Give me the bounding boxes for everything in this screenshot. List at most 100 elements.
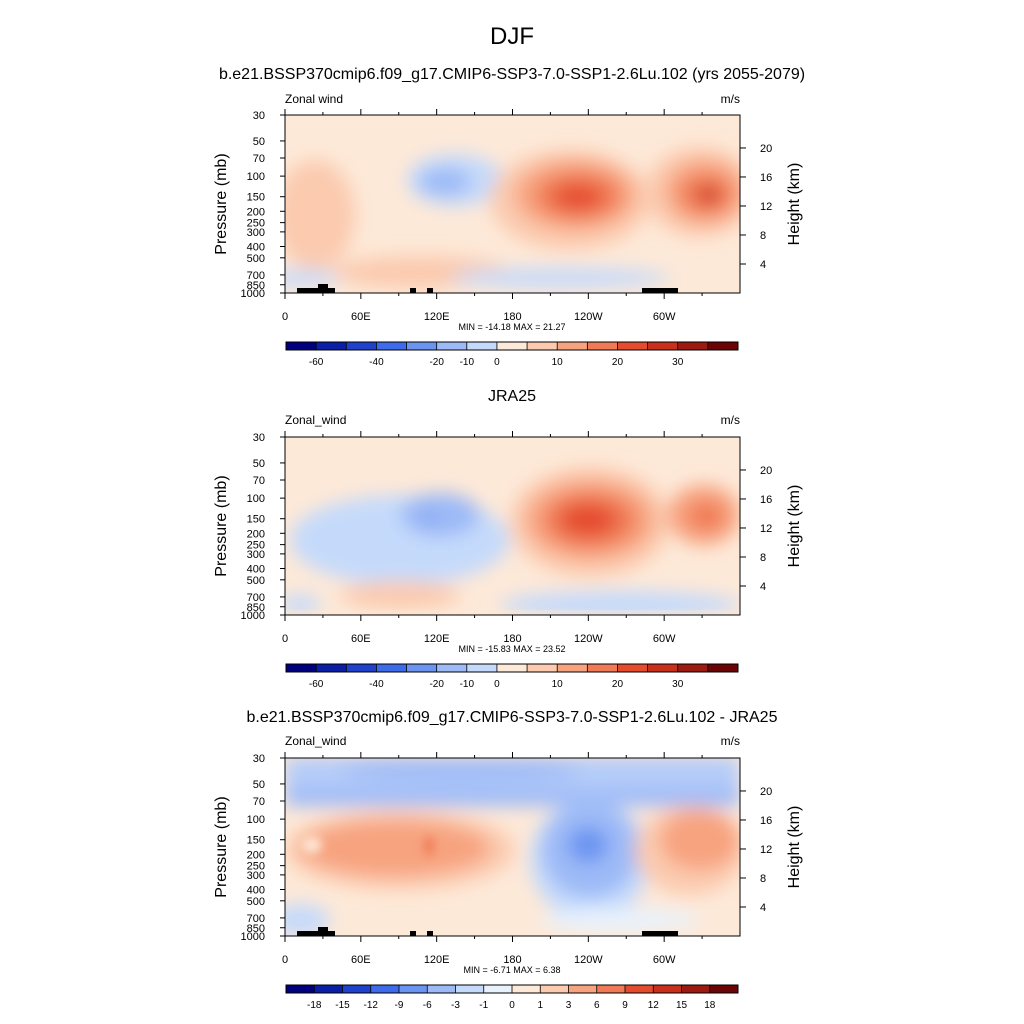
- colorbar-frame: [285, 663, 739, 673]
- colorbar-label: -9: [395, 1000, 404, 1011]
- y-tick-label: 500: [247, 896, 265, 908]
- x-tick-label: 180: [503, 311, 521, 323]
- y-tick-label: 300: [247, 227, 265, 239]
- colorbar-box: [346, 664, 377, 672]
- colorbar-label: 15: [676, 1000, 688, 1011]
- colorbar-label: 6: [594, 1000, 600, 1011]
- left-label: Zonal_wind: [285, 413, 346, 427]
- x-tick-label: 0: [282, 633, 288, 645]
- y-tick-label: 250: [247, 861, 265, 873]
- units-label: m/s: [721, 413, 740, 427]
- colorbar-label: 30: [672, 679, 684, 690]
- colorbar-box: [681, 985, 710, 993]
- colorbar-box: [427, 985, 456, 993]
- x-tick-label: 120W: [574, 311, 603, 323]
- y-tick-label: 850: [247, 923, 265, 935]
- x-tick-label: 120E: [424, 954, 450, 966]
- height-tick-label: 8: [760, 873, 766, 885]
- y-tick-label: 300: [247, 549, 265, 561]
- colorbar-box: [314, 985, 343, 993]
- panel-obs: JRA25 Zonal_wind m/s 0 60E 120E 180 120W 6: [213, 388, 803, 690]
- colorbar-box: [376, 342, 407, 350]
- y-tick-label: 1000: [241, 931, 265, 943]
- y-tick-label: 150: [247, 835, 265, 847]
- colorbar-label: 10: [552, 357, 564, 368]
- x-tick-label: 120E: [424, 311, 450, 323]
- colorbar-label: -10: [460, 679, 475, 690]
- colorbar-box: [406, 342, 437, 350]
- y-tick-label: 30: [253, 432, 265, 444]
- x-tick-label: 60E: [351, 633, 371, 645]
- x-tick-label: 60E: [351, 311, 371, 323]
- colorbar-box: [596, 985, 625, 993]
- colorbar-label: -6: [423, 1000, 432, 1011]
- height-tick-label: 4: [760, 902, 766, 914]
- units-label: m/s: [721, 92, 740, 106]
- colorbar-frame: [285, 984, 739, 994]
- x-tick-label: 180: [503, 954, 521, 966]
- colorbar-label: -15: [335, 1000, 350, 1011]
- colorbar-label: -60: [309, 679, 324, 690]
- colorbar-box: [557, 664, 588, 672]
- colorbar-box: [587, 342, 618, 350]
- x-tick-label: 180: [503, 633, 521, 645]
- colorbar-box: [527, 664, 558, 672]
- y-tick-label: 200: [247, 206, 265, 218]
- colorbar-box: [436, 342, 467, 350]
- x-tick-label: 120W: [574, 633, 603, 645]
- colorbar-label: 18: [704, 1000, 716, 1011]
- colorbar-label: 12: [648, 1000, 660, 1011]
- colorbar-box: [286, 985, 315, 993]
- colorbar-box: [376, 664, 407, 672]
- y-tick-label: 50: [253, 136, 265, 148]
- colorbar-box: [512, 985, 541, 993]
- stats-label: MIN = -14.18 MAX = 21.27: [458, 322, 565, 332]
- colorbar-box: [677, 664, 708, 672]
- colorbar-box: [496, 664, 528, 672]
- y-tick-label: 400: [247, 241, 265, 253]
- season-title: DJF: [490, 23, 534, 50]
- x-tick-label: 60W: [653, 954, 676, 966]
- height-tick-label: 8: [760, 230, 766, 242]
- height-tick-label: 16: [760, 494, 772, 506]
- colorbar-label: -40: [369, 679, 384, 690]
- colorbar-box: [342, 985, 371, 993]
- units-label: m/s: [721, 734, 740, 748]
- height-tick-label: 12: [760, 523, 772, 535]
- colorbar-box: [647, 664, 678, 672]
- y-tick-label: 500: [247, 575, 265, 587]
- colorbar-box: [436, 664, 467, 672]
- stats-label: MIN = -6.71 MAX = 6.38: [463, 965, 560, 975]
- colorbar-label: 20: [612, 357, 624, 368]
- colorbar-box: [286, 342, 317, 350]
- colorbar-box: [286, 664, 317, 672]
- y-tick-label: 850: [247, 602, 265, 614]
- colorbar-label: 0: [494, 679, 500, 690]
- colorbar-label: -40: [369, 357, 384, 368]
- colorbar-label: -10: [460, 357, 475, 368]
- y-tick-label: 150: [247, 192, 265, 204]
- x-tick-label: 60E: [351, 954, 371, 966]
- colorbar-box: [653, 985, 682, 993]
- colorbar-box: [625, 985, 654, 993]
- height-tick-label: 8: [760, 552, 766, 564]
- y-tick-label: 100: [247, 814, 265, 826]
- y-tick-label: 400: [247, 884, 265, 896]
- y-tick-label: 200: [247, 849, 265, 861]
- y-tick-label: 850: [247, 280, 265, 292]
- colorbar-box: [647, 342, 678, 350]
- panel-title: b.e21.BSSP370cmip6.f09_g17.CMIP6-SSP3-7.…: [219, 66, 805, 83]
- y-tick-label: 700: [247, 913, 265, 925]
- x-tick-label: 60W: [653, 633, 676, 645]
- y-tick-label: 700: [247, 592, 265, 604]
- y-tick-label: 70: [253, 475, 265, 487]
- colorbar-label: -60: [309, 357, 324, 368]
- y-tick-label: 50: [253, 779, 265, 791]
- colorbar-box: [587, 664, 618, 672]
- height-tick-label: 12: [760, 844, 772, 856]
- height-tick-label: 20: [760, 143, 772, 155]
- y-tick-label: 400: [247, 563, 265, 575]
- y-tick-label: 1000: [241, 288, 265, 300]
- colorbar-label: -20: [429, 679, 444, 690]
- colorbar-box: [316, 664, 347, 672]
